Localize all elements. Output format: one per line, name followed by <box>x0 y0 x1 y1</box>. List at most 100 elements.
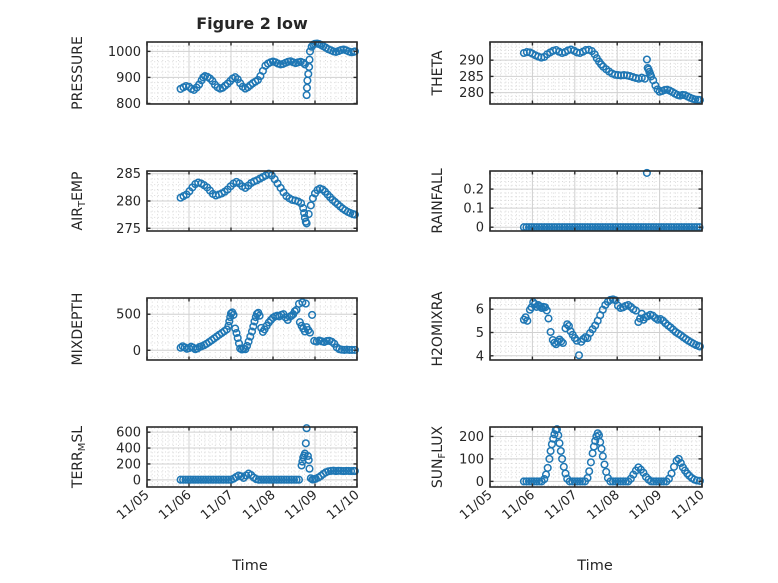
y-axis-label-terr-msl: TERRMSL <box>70 426 88 489</box>
marker-circle <box>667 469 676 478</box>
marker-circle <box>575 477 584 486</box>
marker-circle <box>597 444 606 453</box>
y-axis-label-h2omixra: H2OMIXRA <box>430 291 446 366</box>
y-tick-label: 1000 <box>108 45 141 60</box>
marker-circle <box>564 321 573 331</box>
y-tick-label: 100 <box>459 452 484 467</box>
x-tick-label: 11/05 <box>114 488 152 524</box>
y-axis-label-theta: THETA <box>430 50 446 96</box>
marker-circle <box>532 477 541 486</box>
marker-circle <box>350 210 359 219</box>
marker-circle <box>558 454 567 463</box>
marker-circle <box>299 58 308 67</box>
marker-circle <box>301 439 310 448</box>
y-tick-label: 280 <box>459 86 484 101</box>
marker-circle <box>231 324 240 333</box>
marker-circle <box>225 317 234 326</box>
data-points <box>519 425 704 486</box>
marker-circle <box>695 342 704 351</box>
data-points <box>519 168 704 232</box>
subplot-mixdepth: 0 500 MIXDEPTH <box>70 293 359 365</box>
marker-circle <box>269 475 278 484</box>
y-axis-label-pressure: PRESSURE <box>70 36 86 110</box>
y-tick-label: 285 <box>116 167 141 182</box>
x-tick-label: 11/10 <box>669 488 707 524</box>
axes-frame <box>489 426 703 488</box>
marker-circle <box>211 475 220 484</box>
y-axis-label-rainfall: RAINFALL <box>430 168 446 233</box>
y-tick-label: 275 <box>116 222 141 237</box>
marker-circle <box>272 475 281 484</box>
marker-circle <box>547 440 556 449</box>
marker-circle <box>350 467 359 476</box>
marker-circle <box>561 469 570 478</box>
tick-marks <box>489 298 703 360</box>
marker-circle <box>695 476 704 485</box>
marker-circle <box>292 475 301 484</box>
marker-circle <box>565 477 574 486</box>
marker-circle <box>221 475 231 484</box>
marker-circle <box>242 341 252 350</box>
minor-grid <box>490 171 702 232</box>
marker-circle <box>557 337 566 346</box>
marker-circle <box>523 316 532 325</box>
marker-circle <box>606 477 615 486</box>
marker-circle <box>546 327 555 337</box>
marker-circle <box>654 477 663 486</box>
y-tick-label: 0.1 <box>463 202 484 217</box>
tick-marks <box>489 42 703 104</box>
axes-frame <box>146 426 358 488</box>
data-points <box>176 39 359 100</box>
marker-circle <box>579 334 588 344</box>
marker-circle <box>287 475 296 484</box>
x-tick-label: 11/06 <box>500 488 538 524</box>
y-tick-label: 400 <box>116 442 141 457</box>
marker-circle <box>530 477 539 486</box>
marker-circle <box>649 477 658 486</box>
data-points <box>176 424 359 484</box>
marker-circle <box>597 60 606 69</box>
x-tick-label: 11/07 <box>198 488 236 524</box>
axes-frame <box>489 297 703 361</box>
marker-circle <box>179 475 188 484</box>
marker-circle <box>586 458 595 467</box>
tick-marks <box>146 298 358 360</box>
y-axis-label-air-temp: AIRTEMP <box>70 172 88 231</box>
marker-circle <box>647 477 656 486</box>
marker-circle <box>303 76 312 85</box>
marker-circle <box>542 306 551 315</box>
tick-marks <box>489 427 703 487</box>
y-tick-label: 800 <box>116 97 141 112</box>
marker-circle <box>224 475 233 484</box>
marker-circle <box>191 475 200 484</box>
marker-circle <box>181 475 190 484</box>
marker-circle <box>284 475 294 484</box>
marker-circle <box>642 55 651 64</box>
marker-circle <box>262 475 271 484</box>
marker-circle <box>274 475 283 484</box>
subplot-air-temp: 275 280 285 AIRTEMP <box>70 167 359 237</box>
subplot-sun-flux: 0 100 200 SUNFLUX 11/05 11/06 11/07 11/08 11/09 1… <box>430 425 708 523</box>
y-tick-label: 500 <box>116 308 141 323</box>
marker-circle <box>229 310 238 319</box>
x-axis-label-left: Time <box>231 558 268 574</box>
marker-circle <box>302 219 311 228</box>
tick-marks <box>146 427 358 487</box>
marker-circle <box>246 332 255 341</box>
y-tick-label: 0 <box>476 475 484 490</box>
tick-marks <box>146 171 358 231</box>
y-tick-label: 0.2 <box>463 183 484 198</box>
marker-circle <box>302 424 311 433</box>
marker-circle <box>209 475 218 484</box>
x-tick-label: 11/05 <box>457 488 495 524</box>
marker-circle <box>616 477 625 486</box>
data-points <box>176 298 359 354</box>
marker-circle <box>194 475 203 484</box>
y-tick-label: 900 <box>116 71 141 86</box>
marker-circle <box>308 310 317 319</box>
marker-circle <box>556 446 565 456</box>
marker-circle <box>247 327 257 336</box>
x-tick-label: 11/09 <box>282 488 320 524</box>
